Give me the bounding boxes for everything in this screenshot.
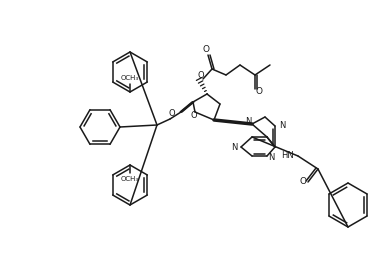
Text: O: O (203, 45, 210, 54)
Text: O: O (169, 109, 175, 118)
Text: O: O (255, 87, 262, 96)
Text: HN: HN (281, 151, 294, 161)
Text: O: O (191, 112, 197, 121)
Text: O: O (198, 70, 204, 79)
Text: OCH₃: OCH₃ (121, 75, 139, 81)
Text: N: N (231, 142, 237, 151)
Polygon shape (180, 102, 194, 112)
Text: N: N (279, 122, 285, 131)
Text: O: O (300, 178, 307, 187)
Text: N: N (268, 153, 274, 162)
Text: N: N (245, 117, 251, 126)
Text: OCH₃: OCH₃ (121, 176, 139, 182)
